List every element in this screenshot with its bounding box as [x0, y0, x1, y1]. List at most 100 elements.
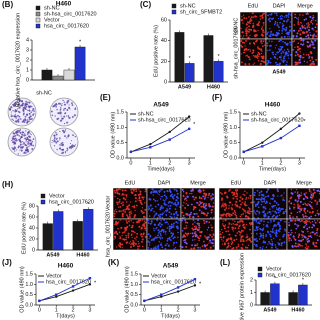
nucleus	[206, 238, 209, 241]
nucleus	[170, 232, 173, 235]
nucleus	[255, 198, 258, 201]
nucleus	[259, 18, 262, 20]
nucleus	[272, 17, 274, 20]
nucleus	[245, 28, 248, 31]
marker	[193, 284, 197, 287]
nucleus	[272, 210, 274, 212]
nucleus	[241, 243, 244, 246]
nucleus	[258, 53, 261, 56]
nucleus	[198, 226, 201, 229]
colony	[14, 135, 17, 137]
colony	[66, 109, 69, 111]
colony	[65, 107, 67, 109]
nucleus	[293, 203, 295, 206]
nucleus	[294, 199, 297, 202]
nucleus	[248, 42, 251, 45]
nucleus	[241, 15, 243, 18]
colony	[15, 103, 18, 105]
nucleus	[258, 238, 261, 240]
nucleus	[309, 34, 312, 37]
nucleus	[137, 248, 139, 250]
nucleus	[116, 221, 119, 224]
significance-mark: *	[57, 204, 60, 210]
nucleus	[274, 47, 276, 49]
nucleus	[172, 213, 176, 216]
bar	[288, 292, 298, 306]
nucleus	[223, 205, 225, 208]
nucleus	[261, 45, 264, 48]
nucleus	[167, 202, 170, 204]
nucleus	[113, 232, 116, 235]
x-tick-label: 2	[72, 307, 75, 313]
nucleus	[157, 203, 160, 206]
legend-label: sh-hsa_circ_0017620	[44, 11, 97, 17]
nucleus	[263, 12, 265, 15]
nucleus	[261, 196, 263, 199]
nucleus	[186, 235, 188, 237]
nucleus	[275, 207, 278, 209]
nucleus	[300, 29, 303, 32]
nucleus	[129, 216, 131, 218]
nucleus	[200, 202, 202, 204]
nucleus	[254, 212, 256, 214]
legend-label: Vector	[46, 273, 62, 279]
nucleus	[194, 239, 196, 241]
colony	[58, 147, 62, 150]
nucleus	[185, 225, 188, 227]
nucleus	[230, 242, 233, 245]
nucleus	[273, 23, 276, 26]
nucleus	[311, 17, 314, 20]
nucleus	[170, 240, 172, 242]
nucleus	[159, 198, 162, 200]
nucleus	[264, 207, 267, 210]
colony	[30, 134, 32, 136]
nucleus	[127, 208, 131, 211]
nucleus	[303, 220, 306, 223]
nucleus	[194, 244, 196, 247]
nucleus	[237, 243, 240, 246]
nucleus	[182, 240, 185, 242]
nucleus	[134, 231, 136, 234]
nucleus	[203, 222, 206, 225]
colony	[22, 112, 25, 115]
nucleus	[165, 195, 167, 198]
y-tick-label: 60	[161, 17, 167, 23]
nucleus	[158, 222, 161, 225]
nucleus	[135, 236, 138, 238]
colony	[19, 131, 22, 134]
nucleus	[279, 238, 281, 241]
nucleus	[265, 200, 268, 203]
chart-title: H460	[265, 102, 281, 109]
nucleus	[125, 201, 128, 203]
nucleus	[274, 22, 277, 25]
nucleus	[315, 242, 318, 245]
nucleus	[154, 205, 157, 208]
nucleus	[113, 210, 116, 212]
nucleus	[281, 15, 283, 17]
nucleus	[184, 241, 187, 244]
colony	[55, 139, 57, 141]
nucleus	[231, 240, 233, 242]
nucleus	[175, 199, 178, 202]
nucleus	[275, 202, 278, 204]
nucleus	[163, 190, 166, 193]
nucleus	[300, 43, 302, 45]
nucleus	[289, 53, 292, 56]
nucleus	[272, 231, 275, 233]
nucleus	[166, 197, 168, 199]
nucleus	[170, 216, 173, 219]
nucleus	[147, 219, 150, 222]
nucleus	[307, 24, 310, 27]
nucleus	[137, 218, 140, 222]
nucleus	[200, 205, 203, 208]
nucleus	[263, 40, 265, 42]
nucleus	[276, 223, 279, 225]
nucleus	[134, 197, 137, 200]
nucleus	[263, 214, 266, 217]
nucleus	[172, 203, 175, 205]
y-tick-label: 20	[29, 236, 35, 242]
nucleus	[124, 198, 127, 201]
nucleus	[132, 230, 135, 233]
colony	[64, 129, 67, 131]
bar	[72, 221, 83, 251]
